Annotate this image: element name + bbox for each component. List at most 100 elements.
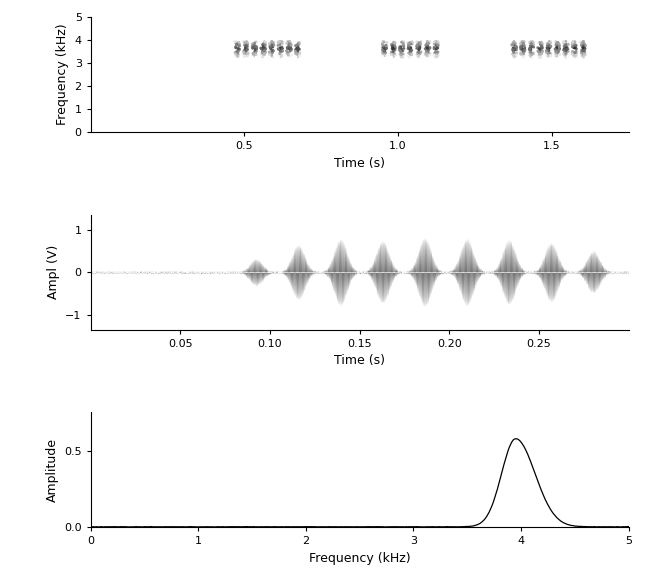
Point <box>398 39 408 48</box>
Point <box>420 49 430 58</box>
Point <box>249 41 259 50</box>
Point <box>562 45 572 54</box>
Point <box>552 49 562 58</box>
Point <box>243 48 253 57</box>
Point <box>275 38 286 48</box>
Point <box>264 48 275 57</box>
Point <box>406 40 416 49</box>
Point <box>429 51 439 60</box>
Point <box>528 40 538 49</box>
Point <box>510 50 520 60</box>
Point <box>380 46 390 55</box>
Point <box>277 38 288 47</box>
Point <box>250 48 260 57</box>
Point <box>544 37 554 46</box>
Point <box>535 52 546 61</box>
Point <box>290 41 301 50</box>
Point <box>552 41 562 50</box>
Point <box>579 46 590 55</box>
Point <box>559 48 570 57</box>
Point <box>277 47 288 56</box>
Point <box>559 49 569 58</box>
Point <box>267 37 277 46</box>
Point <box>293 52 303 61</box>
Point <box>433 40 443 49</box>
Point <box>257 51 267 60</box>
Point <box>293 43 303 52</box>
Point <box>509 53 519 62</box>
Point <box>268 53 278 62</box>
Point <box>562 53 572 62</box>
Point <box>404 48 414 57</box>
Point <box>424 52 435 61</box>
Point <box>413 42 423 52</box>
Point <box>526 45 536 54</box>
Point <box>378 49 389 58</box>
Point <box>571 41 581 50</box>
Point <box>544 44 554 53</box>
Point <box>399 41 409 50</box>
Point <box>267 38 277 47</box>
Point <box>520 45 530 54</box>
Point <box>233 52 244 61</box>
Point <box>554 40 564 49</box>
Point <box>559 45 569 54</box>
Point <box>421 49 432 58</box>
Point <box>559 42 569 51</box>
Point <box>283 44 293 53</box>
Point <box>380 49 391 58</box>
Point <box>563 51 573 60</box>
Point <box>239 52 249 61</box>
Point <box>562 51 573 60</box>
Point <box>290 52 301 61</box>
Point <box>284 39 295 48</box>
Point <box>526 50 536 60</box>
Point <box>390 50 400 60</box>
Point <box>516 39 526 48</box>
Point <box>404 42 414 51</box>
Point <box>251 44 262 53</box>
Point <box>509 37 519 46</box>
Point <box>230 37 240 46</box>
Point <box>507 45 518 54</box>
Point <box>378 48 388 57</box>
Point <box>569 37 579 46</box>
Point <box>569 51 579 60</box>
Point <box>553 40 564 49</box>
Point <box>411 41 422 50</box>
Point <box>264 39 275 48</box>
Point <box>432 39 443 48</box>
Point <box>257 52 268 61</box>
Point <box>551 40 562 49</box>
Point <box>238 47 249 56</box>
Point <box>537 46 548 56</box>
Point <box>430 49 440 58</box>
Point <box>251 52 262 61</box>
Point <box>273 37 284 46</box>
Point <box>264 52 275 61</box>
Point <box>232 51 242 60</box>
Point <box>552 40 562 49</box>
Point <box>569 43 579 52</box>
Point <box>396 42 406 52</box>
Point <box>525 45 535 54</box>
Point <box>518 41 528 50</box>
Point <box>533 51 543 60</box>
Point <box>580 41 590 50</box>
Point <box>550 46 561 56</box>
Point <box>286 39 296 48</box>
Point <box>578 44 588 53</box>
Point <box>433 48 443 57</box>
Point <box>578 46 588 56</box>
Point <box>290 50 301 59</box>
Point <box>537 37 547 46</box>
Point <box>561 53 572 62</box>
Point <box>405 49 415 58</box>
Point <box>415 38 425 47</box>
Point <box>396 45 406 54</box>
Point <box>404 49 414 58</box>
Point <box>430 45 441 54</box>
Point <box>560 50 570 60</box>
Point <box>570 40 581 49</box>
Point <box>516 44 526 53</box>
